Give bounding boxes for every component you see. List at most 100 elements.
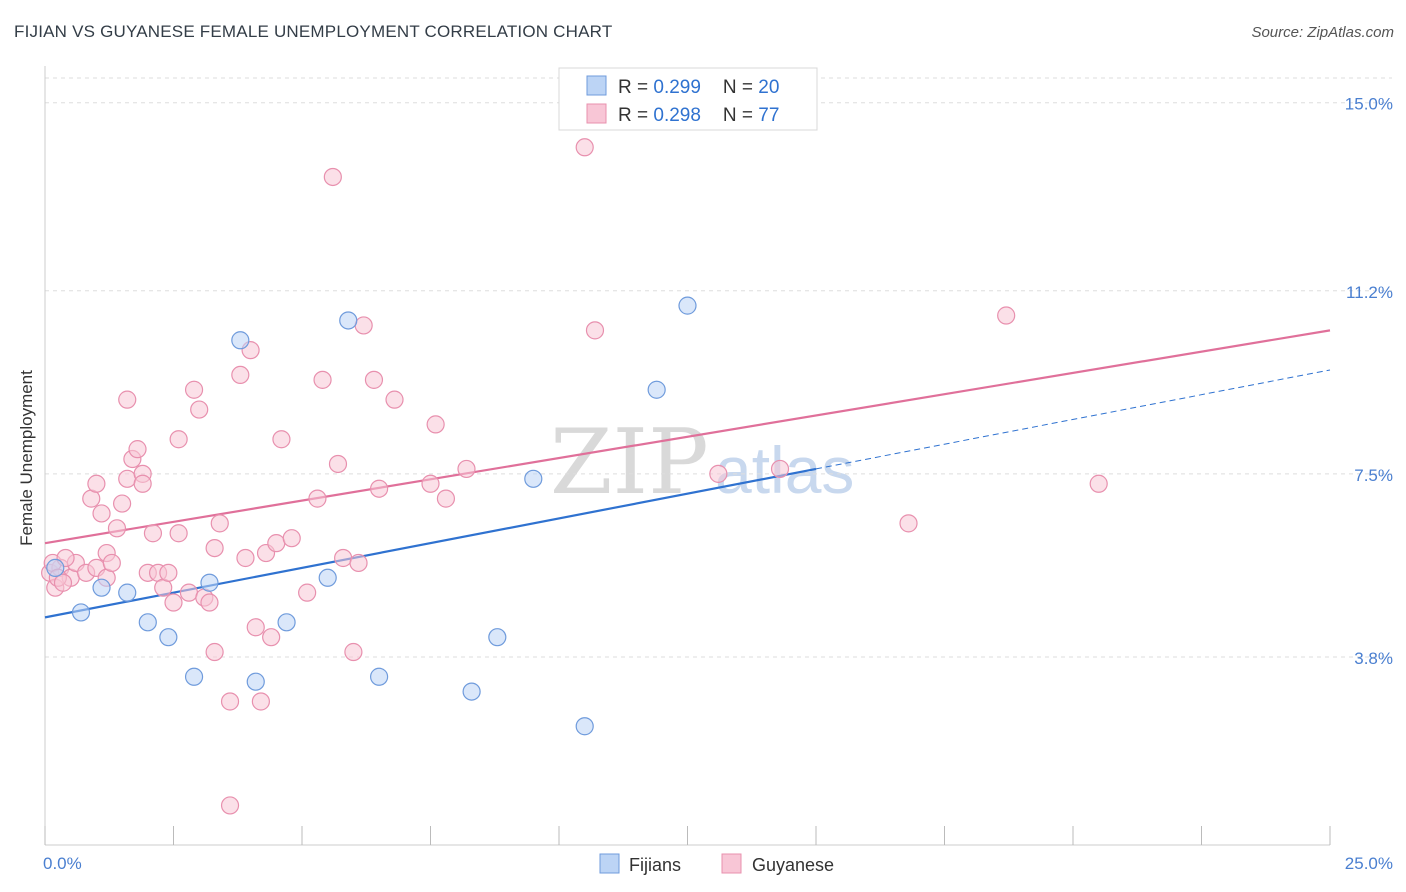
legend-n-label: N = <box>723 77 758 98</box>
guyanese-point <box>92 504 111 523</box>
legend-n-value: 20 <box>758 77 779 98</box>
bottom-legend-swatch-guyanese <box>721 853 742 874</box>
guyanese-point <box>997 306 1016 325</box>
guyanese-point <box>118 469 137 488</box>
guyanese-point <box>328 454 348 474</box>
axes <box>44 66 1331 846</box>
fijians-point <box>200 573 219 592</box>
fijians-point <box>488 628 507 647</box>
fijians-point <box>462 682 481 701</box>
guyanese-point <box>323 167 342 187</box>
guyanese-point <box>575 138 594 157</box>
guyanese-point <box>349 553 368 573</box>
legend-swatch-fijians <box>586 75 607 96</box>
guyanese-point <box>436 489 456 508</box>
watermark-zip: ZIP <box>550 410 709 515</box>
fijians-point <box>46 558 65 577</box>
guyanese-point <box>251 692 270 711</box>
data-points <box>41 103 1108 815</box>
y-tick-label: 7.5% <box>1354 466 1393 485</box>
chart-title: FIJIAN VS GUYANESE FEMALE UNEMPLOYMENT C… <box>14 22 613 41</box>
guyanese-point <box>205 642 224 662</box>
guyanese-point <box>200 593 219 612</box>
fijians-trend-extension <box>815 369 1331 470</box>
guyanese-point <box>370 479 389 498</box>
guyanese-point <box>220 796 240 815</box>
fijians-point <box>318 568 337 587</box>
bottom-legend-swatch-fijians <box>599 853 620 874</box>
legend-r-value: 0.299 <box>653 77 701 98</box>
guyanese-point <box>344 642 363 662</box>
grid-lines <box>45 77 1392 658</box>
fijians-point <box>118 583 137 602</box>
guyanese-point <box>179 583 199 602</box>
guyanese-point <box>426 415 445 434</box>
guyanese-point <box>112 494 132 513</box>
x-tick-label: 25.0% <box>1345 854 1393 873</box>
guyanese-point <box>364 370 384 389</box>
guyanese-point <box>770 459 790 479</box>
y-tick-label: 15.0% <box>1345 95 1393 114</box>
guyanese-point <box>102 553 121 573</box>
guyanese-point <box>107 519 127 538</box>
guyanese-point <box>118 390 137 409</box>
x-tick-label: 0.0% <box>43 854 82 873</box>
fijians-point <box>184 667 204 686</box>
fijians-point <box>92 578 111 597</box>
guyanese-point <box>262 628 281 647</box>
guyanese-point <box>169 430 188 449</box>
guyanese-point <box>87 474 106 493</box>
legend-row-guyanese: R = 0.298 N = 77 <box>618 105 779 126</box>
fijians-point <box>647 380 666 399</box>
guyanese-point <box>169 524 188 543</box>
fijians-point <box>524 469 543 488</box>
guyanese-point <box>585 321 605 340</box>
legend-swatch-guyanese <box>586 103 607 124</box>
guyanese-point <box>210 514 229 533</box>
tick-labels: 3.8% 7.5% 11.2% 15.0% 0.0% 25.0% <box>43 95 1393 873</box>
fijians-trend-line <box>44 467 817 619</box>
guyanese-point <box>282 529 301 548</box>
guyanese-point <box>457 459 476 479</box>
guyanese-point <box>298 583 317 602</box>
guyanese-point <box>354 316 373 335</box>
guyanese-point <box>236 548 255 568</box>
fijians-point <box>159 628 178 647</box>
trend-lines <box>44 329 1331 619</box>
fijians-point <box>339 311 358 330</box>
guyanese-point <box>220 692 240 711</box>
guyanese-point <box>159 563 178 582</box>
guyanese-point <box>1089 474 1108 493</box>
guyanese-point <box>128 440 147 459</box>
correlation-legend: R = 0.299 N = 20 R = 0.298 N = 77 <box>558 67 818 131</box>
fijians-point <box>71 603 91 622</box>
guyanese-point <box>267 534 286 553</box>
guyanese-point <box>899 514 918 533</box>
fijians-point <box>277 613 296 632</box>
legend-r-label: R = <box>618 77 653 98</box>
legend-r-value: 0.298 <box>653 105 701 126</box>
source-credit: Source: ZipAtlas.com <box>1251 24 1394 41</box>
guyanese-point <box>164 593 183 612</box>
guyanese-point <box>53 573 73 592</box>
guyanese-point <box>308 489 327 508</box>
guyanese-point <box>421 474 440 493</box>
bottom-legend-fijians: Fijians <box>629 855 681 875</box>
legend-n-label: N = <box>723 105 758 126</box>
guyanese-trend-line <box>44 329 1331 545</box>
fijians-point <box>246 672 265 691</box>
fijians-point <box>231 331 250 350</box>
guyanese-point <box>709 464 728 483</box>
guyanese-point <box>190 400 209 419</box>
fijians-point <box>678 296 697 315</box>
guyanese-point <box>231 365 250 385</box>
legend-r-label: R = <box>618 105 653 126</box>
guyanese-point <box>334 548 353 568</box>
guyanese-point <box>313 370 332 389</box>
y-tick-label: 3.8% <box>1354 649 1393 668</box>
legend-row-fijians: R = 0.299 N = 20 <box>618 77 779 98</box>
guyanese-point <box>184 380 204 399</box>
series-legend: Fijians Guyanese <box>599 853 834 875</box>
bottom-legend-guyanese: Guyanese <box>752 855 834 875</box>
